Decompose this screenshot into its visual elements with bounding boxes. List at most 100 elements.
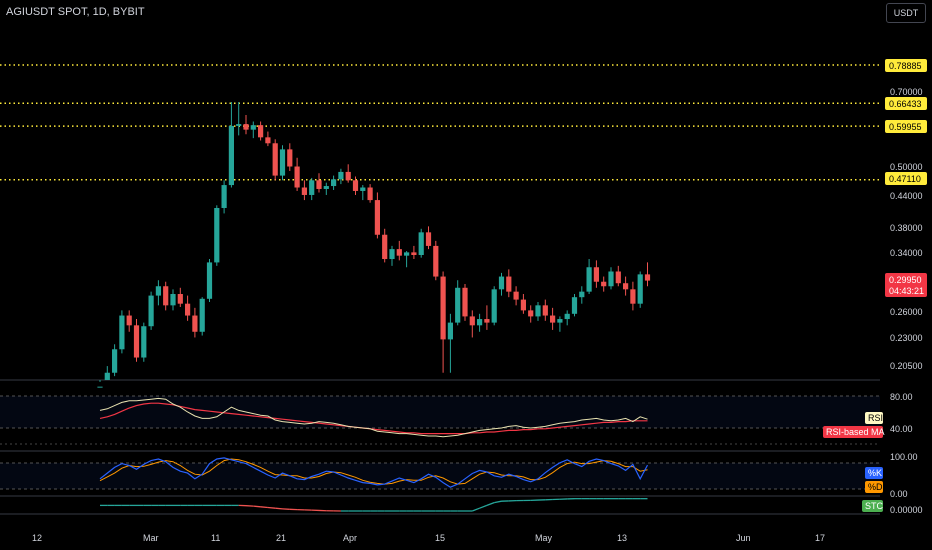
candle-body xyxy=(440,276,446,340)
candle-body xyxy=(389,249,395,260)
candle-body xyxy=(221,185,227,208)
stoch-k-legend-box[interactable] xyxy=(865,467,883,479)
stc-segment xyxy=(253,505,261,508)
candle-body xyxy=(228,125,234,186)
candle-body xyxy=(214,207,220,263)
candle-body xyxy=(112,349,118,373)
candle-body xyxy=(535,305,541,317)
candle-body xyxy=(382,234,388,260)
candle-body xyxy=(243,124,249,130)
stc-segment xyxy=(479,504,488,509)
candle-body xyxy=(396,249,402,256)
candle-body xyxy=(411,252,417,256)
stoch-k-legend-label: %K xyxy=(868,468,882,478)
stoch-d-legend-label: %D xyxy=(868,482,883,492)
rsi-band xyxy=(0,396,880,428)
candle-body xyxy=(571,297,578,314)
date-tick: 12 xyxy=(32,533,42,543)
date-tick: Jun xyxy=(736,533,751,543)
stoch-k-line xyxy=(99,457,649,488)
stoch-tick: 100.00 xyxy=(890,452,918,462)
stc-tick: 0.00000 xyxy=(890,505,923,515)
date-tick: Apr xyxy=(343,533,357,543)
candle-body xyxy=(331,179,337,187)
level-tag-label: 0.59955 xyxy=(889,122,922,132)
price-tick: 0.38000 xyxy=(890,223,923,233)
price-tick: 0.34000 xyxy=(890,248,923,258)
rsi-ma-legend-box[interactable] xyxy=(823,426,883,438)
stoch-tick: 0.00 xyxy=(890,489,908,499)
candlesticks xyxy=(97,102,651,388)
candle-body xyxy=(301,187,307,195)
stc-segment xyxy=(275,507,283,510)
candle-body xyxy=(192,315,198,332)
rsi-tick: 40.00 xyxy=(890,424,913,434)
stc-legend-box[interactable] xyxy=(862,500,883,512)
candle-body xyxy=(338,171,344,180)
candle-body xyxy=(601,281,607,287)
symbol-title: AGIUSDT SPOT, 1D, BYBIT xyxy=(6,6,145,18)
rsi-legend-box[interactable] xyxy=(865,412,883,424)
candle-body xyxy=(506,276,512,292)
candle-body xyxy=(498,276,505,290)
rsi-ma-line xyxy=(99,402,648,435)
candle-body xyxy=(477,319,483,326)
candle-body xyxy=(177,294,183,304)
candle-body xyxy=(97,386,103,388)
level-tags: 0.78885 0.66433 0.59955 0.47110 xyxy=(885,59,927,185)
candle-body xyxy=(513,291,519,300)
candle-body xyxy=(126,315,132,326)
candle-body xyxy=(425,232,432,246)
candle-body xyxy=(630,289,636,304)
candle-body xyxy=(520,299,526,311)
price-tick: 0.23000 xyxy=(890,333,923,343)
current-price-label: 0.29950 xyxy=(889,275,922,285)
date-tick: 15 xyxy=(435,533,445,543)
candle-body xyxy=(593,267,599,282)
candle-body xyxy=(250,125,256,130)
candle-body xyxy=(528,310,534,317)
candle-body xyxy=(542,305,548,316)
candle-body xyxy=(345,171,351,181)
rsi-ma-legend-label: RSI-based MA xyxy=(826,427,885,437)
candle-body xyxy=(491,289,497,323)
candle-body xyxy=(265,137,271,144)
stc-segment xyxy=(494,500,502,504)
level-tag-label: 0.47110 xyxy=(889,174,921,184)
date-tick: 21 xyxy=(276,533,286,543)
candle-body xyxy=(447,322,453,340)
stc-segment xyxy=(486,501,495,507)
stoch-d-legend-box[interactable] xyxy=(865,481,883,493)
candle-body xyxy=(564,313,570,320)
price-tick: 0.26000 xyxy=(890,307,923,317)
candle-body xyxy=(433,245,439,277)
currency-button[interactable]: USDT xyxy=(886,3,926,23)
candle-body xyxy=(469,316,475,326)
candle-body xyxy=(608,271,614,287)
candle-body xyxy=(133,325,140,358)
indicator-lines xyxy=(99,397,649,512)
candle-body xyxy=(287,149,293,167)
candle-body xyxy=(258,125,264,138)
level-tag xyxy=(885,59,927,72)
candle-body xyxy=(352,180,359,191)
stc-segment xyxy=(267,506,276,509)
candle-body xyxy=(374,200,380,235)
price-tick: 0.50000 xyxy=(890,162,923,172)
candle-body xyxy=(623,283,629,290)
price-axis[interactable]: 0.70000 0.50000 0.44000 0.38000 0.34000 … xyxy=(890,87,923,371)
candle-body xyxy=(586,267,592,292)
date-tick: 17 xyxy=(815,533,825,543)
price-tick: 0.20500 xyxy=(890,361,923,371)
candle-body xyxy=(148,295,154,327)
level-tag xyxy=(885,120,927,133)
candle-body xyxy=(199,298,205,332)
candle-body xyxy=(637,274,643,304)
candle-body xyxy=(236,124,242,126)
candle-body xyxy=(206,262,213,299)
level-lines xyxy=(0,64,880,181)
rsi-line xyxy=(99,397,648,438)
date-axis[interactable]: 12 Mar 11 21 Apr 15 May 13 Jun 17 xyxy=(32,533,825,543)
candle-body xyxy=(557,319,563,323)
